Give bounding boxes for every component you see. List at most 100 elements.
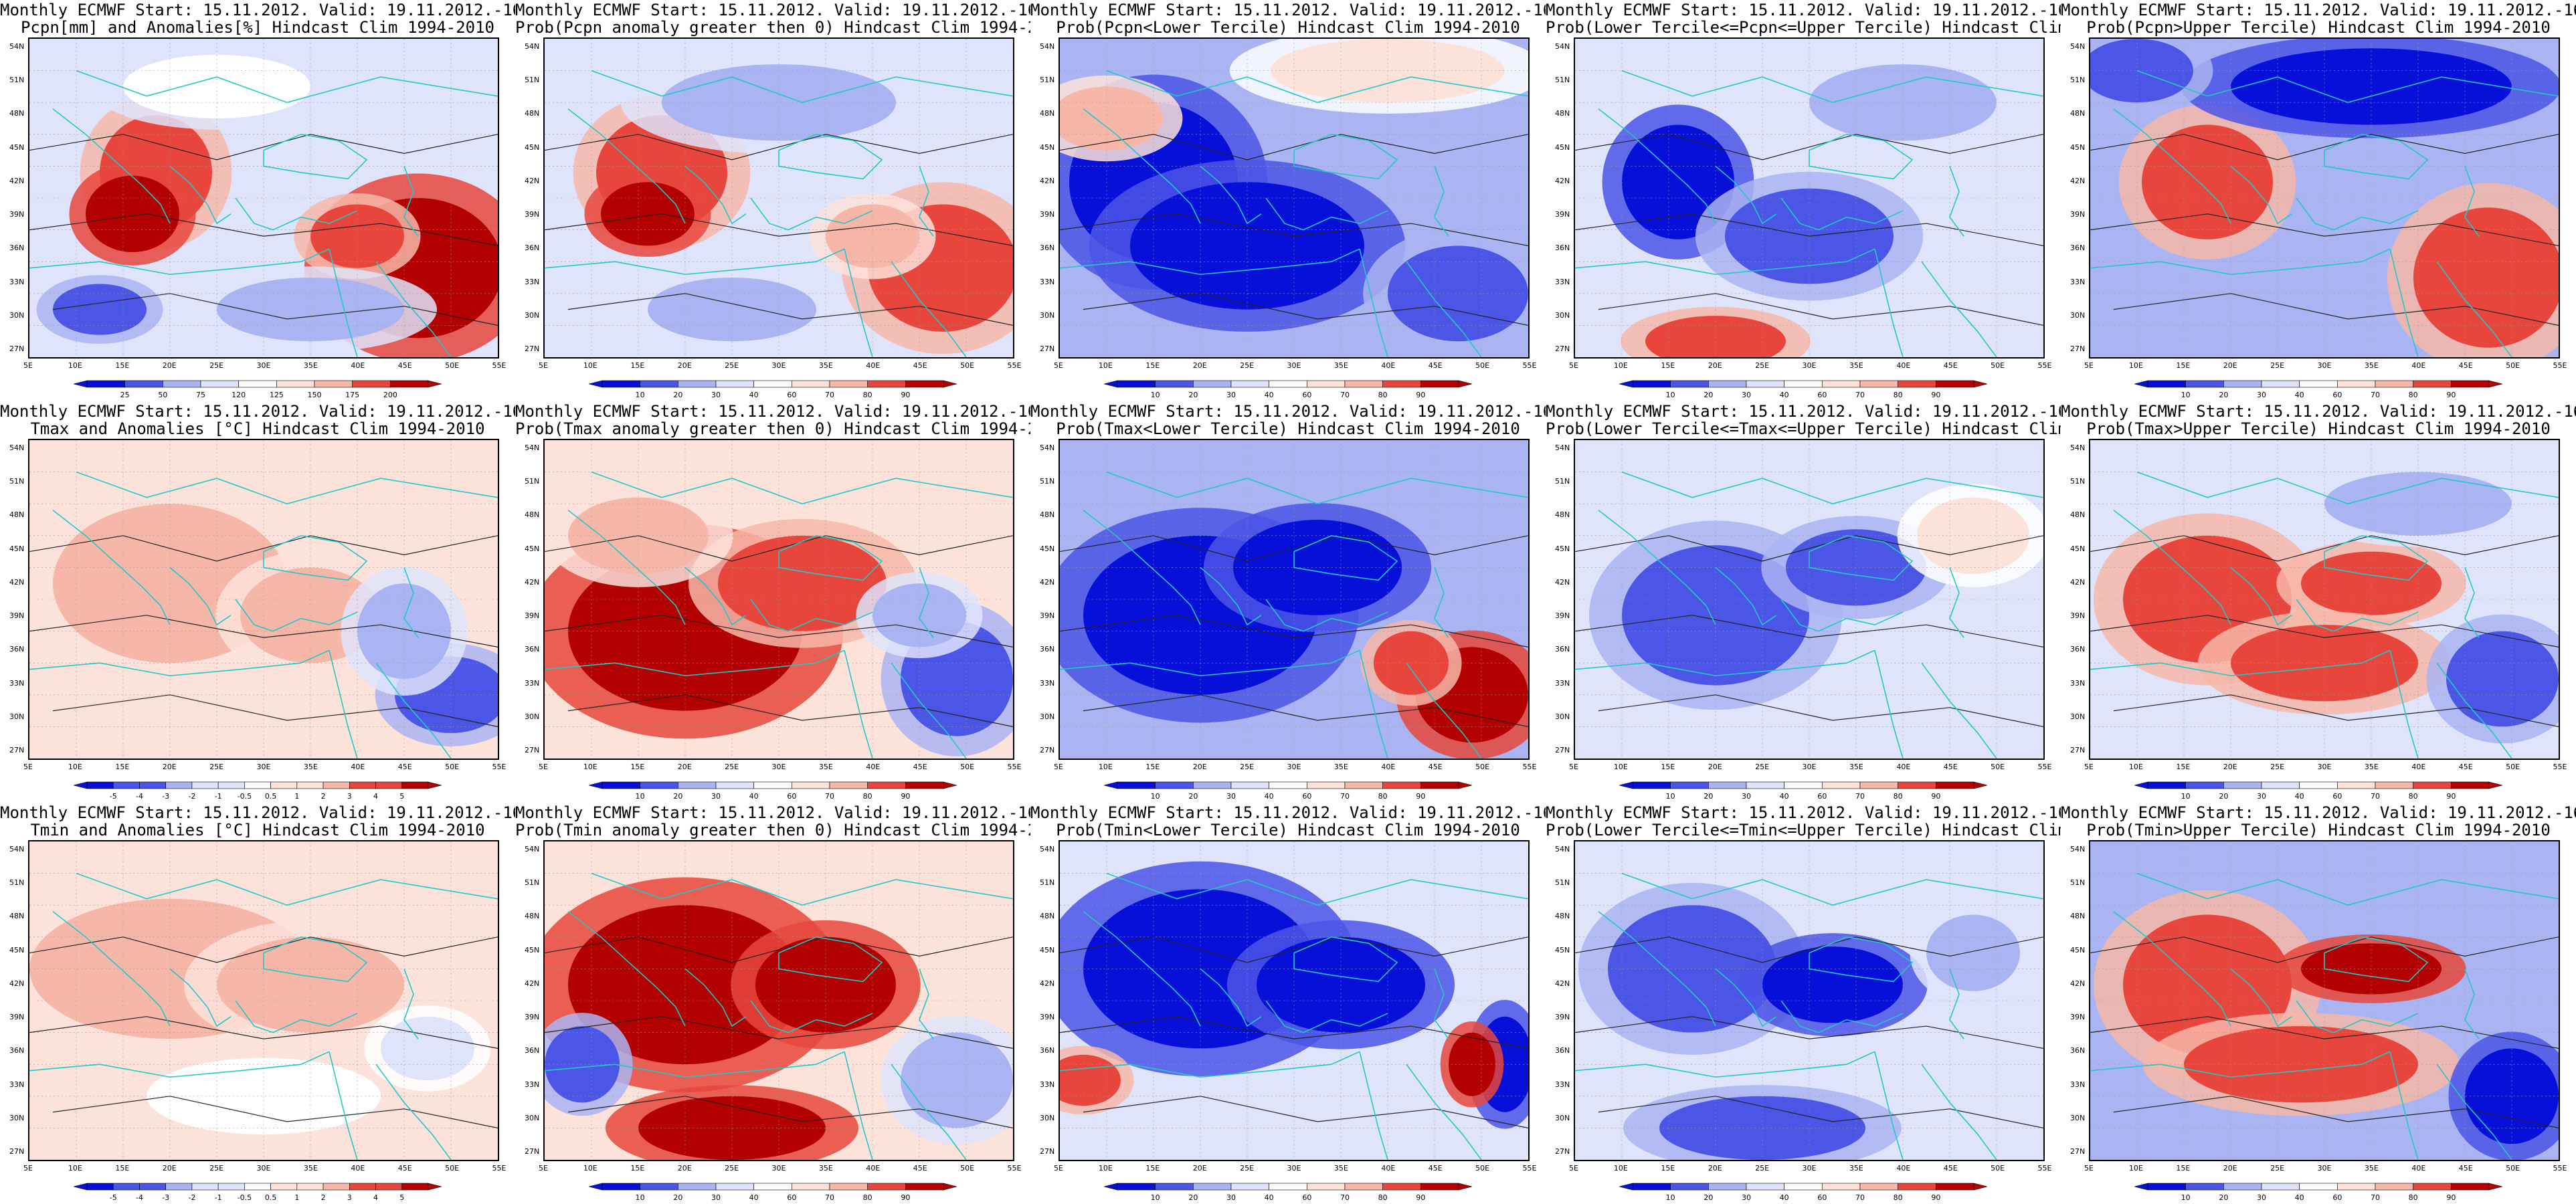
lon-tick-label: 25E: [2270, 361, 2285, 370]
colorbar-segment: [200, 380, 239, 388]
colorbar-segment: [1708, 781, 1747, 789]
colorbar-tick-label: 80: [2408, 1193, 2418, 1202]
map-plot-area: [1059, 439, 1530, 760]
lat-tick-label: 39N: [525, 611, 540, 621]
colorbar-min-arrow: [1619, 380, 1633, 388]
lon-tick-label: 35E: [1333, 1164, 1348, 1173]
colorbar-segment: [139, 1183, 166, 1191]
colorbar-tick-label: 40: [1779, 391, 1789, 399]
lon-tick-label: 15E: [115, 361, 130, 370]
map-plot-area: [1574, 439, 2045, 760]
colorbar-segment: [296, 781, 324, 789]
coastline: [844, 1051, 873, 1160]
contour-line: [1060, 535, 1528, 562]
colorbar-min-arrow: [1104, 1183, 1118, 1191]
lon-tick-label: 25E: [725, 1164, 739, 1173]
coastline: [1874, 1051, 1904, 1160]
colorbar-segment: [678, 781, 717, 789]
coastline: [1406, 261, 1482, 357]
colorbar-segment: [1193, 1183, 1232, 1191]
map-field: [29, 39, 498, 357]
contour-line: [29, 535, 498, 562]
lat-tick-label: 27N: [525, 344, 540, 353]
map-plot-area: [1574, 37, 2045, 359]
coastline: [1359, 248, 1388, 357]
lat-tick-label: 30N: [2070, 1113, 2086, 1122]
lon-tick-label: 30E: [771, 763, 786, 771]
colorbar-segment: [1117, 781, 1156, 789]
colorbar-tick-label: 200: [383, 391, 397, 399]
colorbar-tick-label: 50: [158, 391, 168, 399]
colorbar-segment: [2185, 380, 2224, 388]
lat-tick-label: 33N: [1555, 277, 1570, 286]
coastline: [1106, 471, 1528, 505]
coastline: [29, 649, 330, 677]
colorbar-segment: [2299, 1183, 2338, 1191]
lon-tick-label: 20E: [162, 1164, 177, 1173]
contour-line: [545, 936, 1013, 963]
lat-tick-label: 42N: [1555, 577, 1570, 587]
coastline: [52, 510, 171, 625]
lon-tick-label: 35E: [1333, 763, 1348, 771]
lat-tick-label: 27N: [9, 1147, 25, 1156]
coastline: [1949, 969, 1964, 1039]
lon-tick-label: 35E: [303, 361, 318, 370]
lat-tick-label: 54N: [9, 845, 25, 854]
lon-tick-label: 15E: [1661, 763, 1675, 771]
colorbar-segment: [1746, 1183, 1784, 1191]
colorbar-tick-label: 10: [635, 792, 645, 801]
lon-tick-label: 35E: [1849, 1164, 1863, 1173]
coastline: [2464, 567, 2480, 638]
colorbar-tick-label: -3: [162, 1193, 170, 1202]
colorbar-max-arrow: [428, 781, 442, 789]
lat-tick-label: 39N: [2070, 210, 2086, 219]
map-panel-tmin-anom: Monthly ECMWF Start: 15.11.2012. Valid: …: [0, 803, 515, 1204]
colorbar-tick-label: 10: [1150, 792, 1160, 801]
field-shade-core: [1060, 86, 1163, 150]
coastline: [329, 649, 358, 759]
lon-tick-label: 55E: [1522, 763, 1537, 771]
colorbar-segment: [2451, 1183, 2490, 1191]
colorbar: [2134, 1183, 2502, 1191]
colorbar-tick-label: 40: [2294, 391, 2304, 399]
coastline: [263, 534, 368, 581]
lon-tick-label: 10E: [68, 1164, 82, 1173]
colorbar: [1104, 781, 1472, 789]
colorbar-min-arrow: [1104, 380, 1118, 388]
lat-tick-label: 33N: [1040, 277, 1055, 286]
contour-line: [1575, 1016, 2043, 1049]
lon-tick-label: 50E: [445, 763, 460, 771]
lat-tick-label: 51N: [2070, 878, 2086, 888]
lon-tick-label: 25E: [2270, 763, 2285, 771]
coastline: [891, 1064, 967, 1160]
contour-line: [1598, 1096, 2043, 1128]
colorbar-segment: [905, 380, 944, 388]
coastline: [1715, 968, 1777, 1027]
colorbar-segment: [792, 1183, 830, 1191]
colorbar-segment: [323, 781, 350, 789]
panel-title-line1: Monthly ECMWF Start: 15.11.2012. Valid: …: [1546, 1, 2061, 19]
colorbar-segment: [352, 380, 391, 388]
field-shade-core: [826, 204, 919, 268]
colorbar-segment: [1632, 781, 1671, 789]
lon-tick-label: 25E: [2270, 1164, 2285, 1173]
field-shade-core: [2446, 631, 2559, 727]
lon-tick-label: 30E: [256, 361, 271, 370]
lat-tick-label: 45N: [1555, 142, 1570, 152]
coastline: [403, 166, 419, 237]
lon-tick-label: 10E: [2128, 1164, 2143, 1173]
colorbar-tick-label: 90: [1416, 792, 1426, 801]
coastline: [169, 968, 232, 1027]
colorbar-segment: [715, 1183, 754, 1191]
lat-tick-label: 51N: [525, 477, 540, 486]
panel-title-line1: Monthly ECMWF Start: 15.11.2012. Valid: …: [515, 1, 1030, 19]
map-panel-tmin-prob-up: Monthly ECMWF Start: 15.11.2012. Valid: …: [2061, 803, 2576, 1204]
colorbar-segment: [1822, 380, 1861, 388]
colorbar-tick-label: 1: [294, 1193, 300, 1202]
field-shade-core: [1388, 245, 1528, 342]
coastline: [684, 968, 747, 1027]
colorbar-segment: [640, 380, 678, 388]
lat-tick-label: 36N: [525, 1046, 540, 1056]
coastline: [750, 1000, 873, 1033]
colorbar-max-arrow: [1458, 781, 1472, 789]
